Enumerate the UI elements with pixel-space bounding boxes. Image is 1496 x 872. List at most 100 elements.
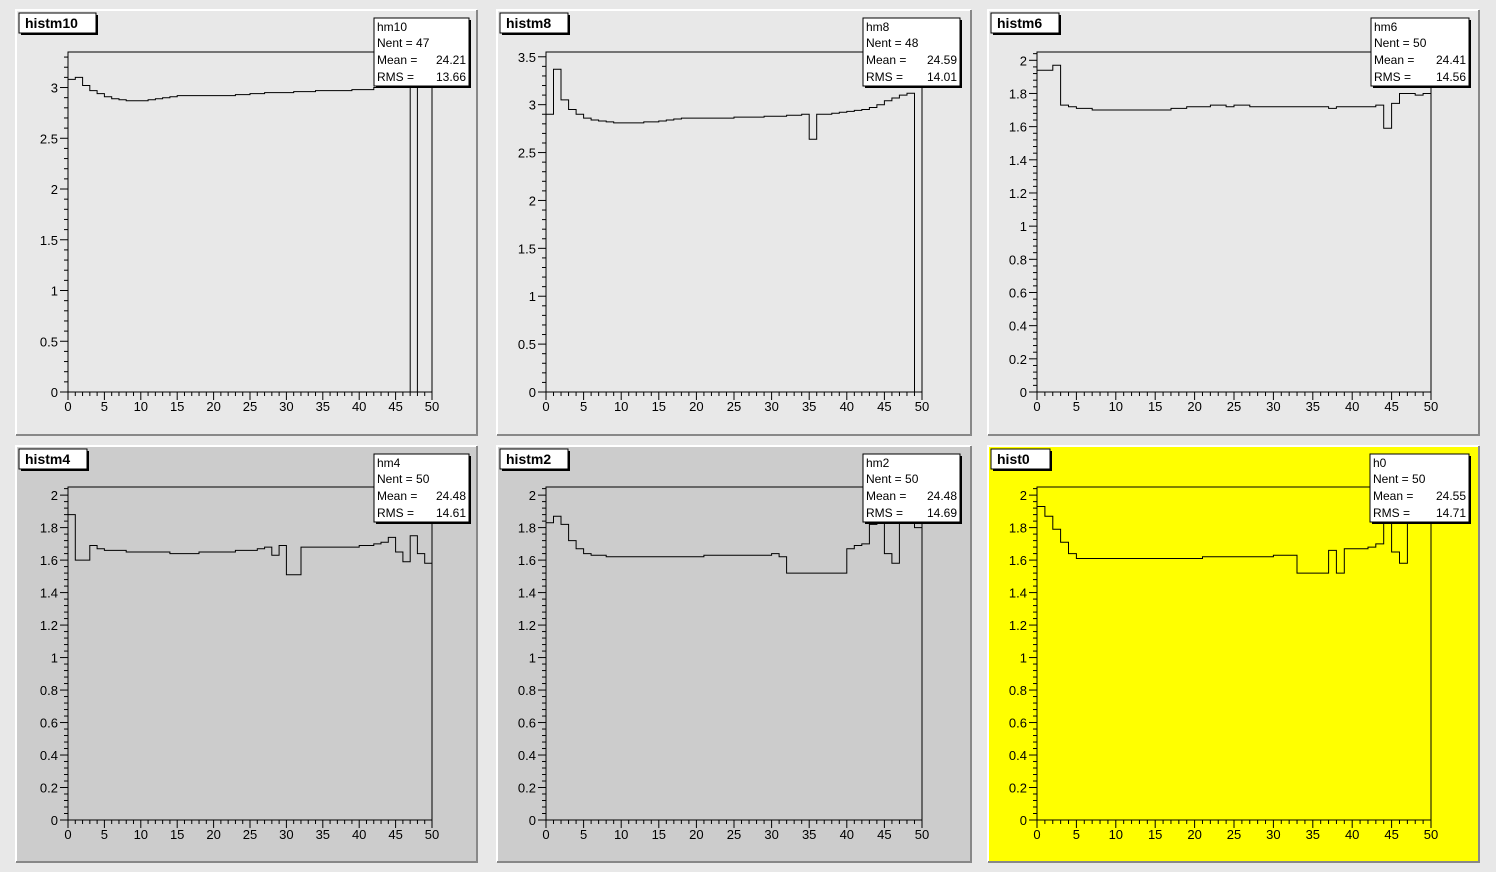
y-tick-label: 2 xyxy=(529,193,536,208)
y-tick-label: 2 xyxy=(51,182,58,197)
pad-bevel-dark xyxy=(16,10,478,436)
y-tick-label: 1 xyxy=(51,284,58,299)
y-tick-label: 0.4 xyxy=(518,748,536,763)
x-tick-label: 35 xyxy=(1306,827,1320,842)
stats-nent: Nent = 50 xyxy=(1373,472,1426,486)
y-tick-label: 1.2 xyxy=(1009,618,1027,633)
x-tick-label: 10 xyxy=(134,399,148,414)
stats-rms-label: RMS = xyxy=(866,70,903,84)
x-tick-label: 35 xyxy=(316,399,330,414)
stats-name: hm8 xyxy=(866,20,890,34)
stats-box xyxy=(1369,453,1470,523)
stats-box xyxy=(862,453,961,523)
pad-bevel-light xyxy=(987,9,1479,435)
x-tick-label: 40 xyxy=(352,827,366,842)
stats-mean-value: 24.21 xyxy=(436,53,466,67)
title-box xyxy=(18,12,97,34)
x-tick-label: 40 xyxy=(840,399,854,414)
stats-rms-value: 14.61 xyxy=(436,506,466,520)
y-tick-label: 0 xyxy=(51,385,58,400)
x-tick-label: 50 xyxy=(1424,827,1438,842)
stats-nent: Nent = 47 xyxy=(377,36,430,50)
y-tick-label: 0.4 xyxy=(1009,319,1027,334)
stats-mean-label: Mean = xyxy=(377,53,417,67)
pad-bevel-dark xyxy=(16,446,478,863)
x-tick-label: 10 xyxy=(614,399,628,414)
stats-nent: Nent = 50 xyxy=(1374,36,1427,50)
pad-1: 0 0.5 1 1.5 2 2.5 3 3.5 0 5 10 15 20 25 30 35 40 45 50 hist… xyxy=(496,9,972,436)
y-tick-label: 1 xyxy=(1020,651,1027,666)
x-tick-label: 50 xyxy=(425,399,439,414)
x-tick-label: 50 xyxy=(425,827,439,842)
pad-bevel-light xyxy=(15,445,477,862)
y-tick-label: 1.8 xyxy=(1009,521,1027,536)
x-tick-label: 15 xyxy=(170,399,184,414)
y-tick-label: 1.6 xyxy=(1009,120,1027,135)
title-box xyxy=(499,12,569,34)
x-tick-label: 30 xyxy=(279,827,293,842)
stats-rms-label: RMS = xyxy=(1373,506,1410,520)
x-tick-label: 45 xyxy=(1384,827,1398,842)
x-tick-label: 20 xyxy=(689,399,703,414)
x-tick-label: 10 xyxy=(1109,827,1123,842)
stats-name: hm10 xyxy=(377,20,407,34)
stats-name: h0 xyxy=(1373,456,1387,470)
x-tick-label: 0 xyxy=(1033,399,1040,414)
stats-mean-label: Mean = xyxy=(1374,53,1414,67)
y-tick-label: 1 xyxy=(51,651,58,666)
title-box xyxy=(990,12,1060,34)
pad-bevel-light xyxy=(15,9,477,435)
pad-bevel-light xyxy=(496,445,971,862)
x-tick-label: 25 xyxy=(727,827,741,842)
pad-5: 00.20.40.60.811.21.41.61.820 5 10 15 20 25 30 3… xyxy=(987,445,1480,863)
y-tick-label: 0 xyxy=(529,813,536,828)
stats-box xyxy=(373,453,470,523)
y-tick-label: 2 xyxy=(51,488,58,503)
stats-rms-value: 13.66 xyxy=(436,70,466,84)
pad-3: 00.20.40.60.811.21.41.61.820 5 10 15 20 25 30 3… xyxy=(15,445,478,863)
stats-name: hm4 xyxy=(377,456,401,470)
y-tick-label: 2.5 xyxy=(518,146,536,161)
y-tick-label: 3.5 xyxy=(518,50,536,65)
stats-mean-value: 24.48 xyxy=(436,489,466,503)
x-tick-label: 20 xyxy=(689,827,703,842)
x-tick-label: 5 xyxy=(101,399,108,414)
y-tick-label: 0 xyxy=(529,385,536,400)
x-tick-label: 35 xyxy=(802,827,816,842)
y-tick-label: 0.4 xyxy=(40,748,58,763)
x-tick-label: 35 xyxy=(316,827,330,842)
x-tick-label: 5 xyxy=(1073,399,1080,414)
chart-title: histm10 xyxy=(25,15,78,31)
x-tick-label: 5 xyxy=(1073,827,1080,842)
stats-box xyxy=(373,17,470,87)
chart-title: histm6 xyxy=(997,15,1042,31)
y-tick-label: 1 xyxy=(1020,219,1027,234)
chart-title: histm8 xyxy=(506,15,551,31)
stats-rms-value: 14.71 xyxy=(1436,506,1466,520)
y-tick-label: 1 xyxy=(529,289,536,304)
y-tick-label: 0.5 xyxy=(518,337,536,352)
stats-nent: Nent = 50 xyxy=(377,472,430,486)
stats-mean-label: Mean = xyxy=(1373,489,1413,503)
stats-nent: Nent = 50 xyxy=(866,472,919,486)
y-tick-label: 2.5 xyxy=(40,131,58,146)
y-tick-label: 1.6 xyxy=(518,553,536,568)
y-tick-label: 1.5 xyxy=(40,233,58,248)
pad-bevel-dark xyxy=(988,446,1480,863)
x-tick-label: 45 xyxy=(877,399,891,414)
x-tick-label: 25 xyxy=(1227,399,1241,414)
stats-nent: Nent = 48 xyxy=(866,36,919,50)
x-tick-label: 50 xyxy=(915,827,929,842)
x-tick-label: 40 xyxy=(1345,399,1359,414)
y-tick-label: 0 xyxy=(51,813,58,828)
y-tick-label: 1.8 xyxy=(40,521,58,536)
y-tick-label: 2 xyxy=(1020,488,1027,503)
stats-rms-label: RMS = xyxy=(866,506,903,520)
chart-title: histm2 xyxy=(506,451,551,467)
title-box xyxy=(499,448,569,470)
y-tick-label: 2 xyxy=(1020,53,1027,68)
pad-bevel-dark xyxy=(988,10,1480,436)
stats-rms-value: 14.01 xyxy=(927,70,957,84)
histogram-series xyxy=(67,514,433,820)
